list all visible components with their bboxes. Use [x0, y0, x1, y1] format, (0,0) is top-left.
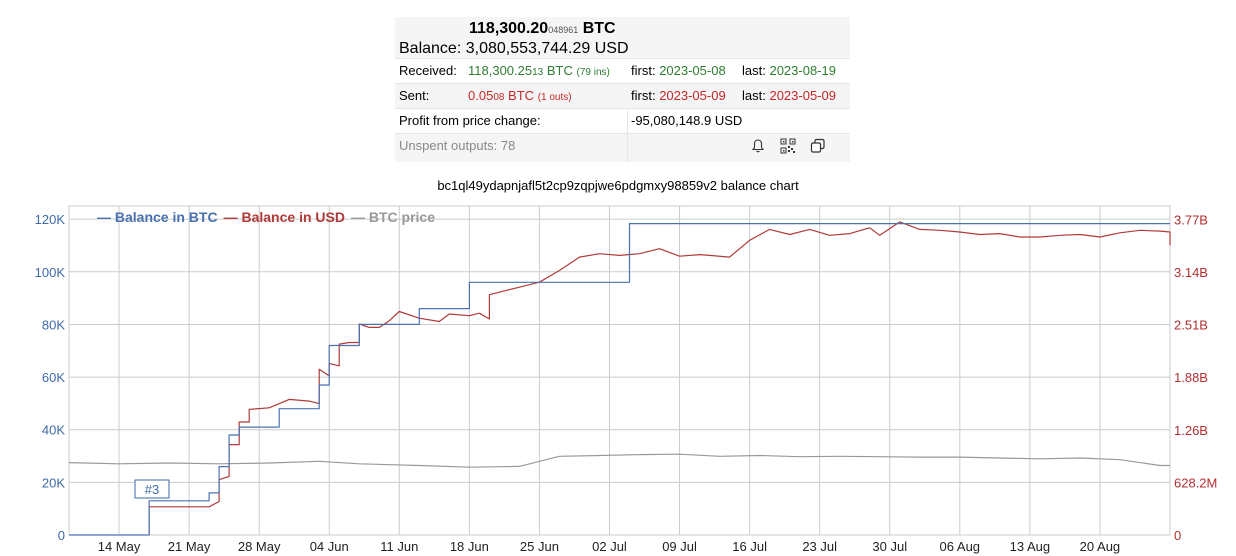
- balance-label: Balance:: [399, 40, 462, 57]
- x-tick-label: 28 May: [238, 539, 281, 554]
- x-tick-label: 25 Jun: [520, 539, 559, 554]
- received-amount: 118,300.25: [468, 63, 533, 78]
- x-tick-label: 18 Jun: [450, 539, 489, 554]
- x-tick-label: 20 Aug: [1080, 539, 1121, 554]
- x-tick-label: 02 Jul: [592, 539, 627, 554]
- qr-code-icon[interactable]: [780, 138, 796, 154]
- x-tick-label: 06 Aug: [940, 539, 981, 554]
- address-tools: [750, 138, 826, 154]
- x-tick-label: 11 Jun: [380, 539, 418, 554]
- x-tick-label: 04 Jun: [310, 539, 349, 554]
- received-label: Received:: [399, 63, 457, 78]
- received-last-date: 2023-08-19: [769, 63, 836, 78]
- x-tick-label: 09 Jul: [662, 539, 697, 554]
- x-tick-label: 30 Jul: [872, 539, 907, 554]
- y-left-tick-label: 60K: [42, 370, 65, 385]
- sent-last-label: last:: [742, 88, 766, 103]
- y-right-tick-label: 3.77B: [1174, 212, 1208, 227]
- series-line-balance-in-usd: [148, 221, 1171, 535]
- sent-amount: 0.05: [468, 88, 494, 103]
- x-tick-label: 13 Aug: [1010, 539, 1051, 554]
- profit-value: -95,080,148.9 USD: [631, 113, 743, 128]
- marker-label: #3: [145, 482, 159, 497]
- y-right-tick-label: 3.14B: [1174, 265, 1208, 280]
- y-right-tick-label: 1.26B: [1174, 423, 1208, 438]
- balance-usd: 3,080,553,744.29 USD: [465, 40, 629, 57]
- legend-entry: — BTC price: [351, 209, 435, 225]
- sent-first-date: 2023-05-09: [659, 88, 726, 103]
- sent-last-date: 2023-05-09: [769, 88, 836, 103]
- legend-entry: — Balance in USD: [224, 209, 345, 225]
- address-summary: 118,300.20048961 BTC Balance: 3,080,553,…: [395, 17, 850, 162]
- sent-row: Sent: 0.0508 BTC (1 outs) first: 2023-05…: [395, 83, 850, 108]
- bell-icon[interactable]: [750, 138, 766, 154]
- balance-header: 118,300.20048961 BTC Balance: 3,080,553,…: [395, 17, 850, 58]
- sent-first-label: first:: [631, 88, 656, 103]
- legend-entry: — Balance in BTC: [97, 209, 218, 225]
- x-tick-label: 14 May: [98, 539, 141, 554]
- received-first-label: first:: [631, 63, 656, 78]
- received-ins-count: (79 ins): [576, 67, 610, 78]
- sent-unit: BTC: [504, 88, 535, 103]
- x-tick-label: 23 Jul: [802, 539, 837, 554]
- y-right-tick-label: 628.2M: [1174, 475, 1217, 490]
- received-small-digits: 13: [532, 67, 544, 78]
- received-last-label: last:: [742, 63, 766, 78]
- y-left-tick-label: 0: [58, 528, 65, 543]
- y-right-tick-label: 0: [1174, 528, 1181, 543]
- x-tick-label: 21 May: [168, 539, 211, 554]
- profit-row: Profit from price change: -95,080,148.9 …: [395, 108, 850, 133]
- y-left-tick-label: 40K: [42, 423, 65, 438]
- profit-label: Profit from price change:: [399, 113, 541, 128]
- sent-label: Sent:: [399, 88, 430, 103]
- y-left-tick-label: 20K: [42, 475, 65, 490]
- series-line-balance-in-btc: [69, 223, 1170, 536]
- y-left-tick-label: 120K: [35, 212, 66, 227]
- y-left-tick-label: 80K: [42, 317, 65, 332]
- x-tick-label: 16 Jul: [732, 539, 767, 554]
- y-right-tick-label: 2.51B: [1174, 318, 1208, 333]
- unspent-outputs: Unspent outputs: 78: [399, 138, 516, 153]
- y-left-tick-label: 100K: [35, 265, 66, 280]
- unspent-row: Unspent outputs: 78: [395, 133, 850, 162]
- balance-btc-unit: BTC: [578, 20, 616, 37]
- received-first-date: 2023-05-08: [659, 63, 726, 78]
- marker-box: [134, 479, 170, 499]
- sent-small-digits: 08: [493, 92, 505, 103]
- balance-chart: 14 May 21 May 28 May 04 Jun 11 Jun 18 Jun 25 J…: [35, 205, 1217, 554]
- series-line-btc-price: [68, 453, 1170, 468]
- received-row: Received: 118,300.2513 BTC (79 ins) firs…: [395, 58, 850, 83]
- y-right-tick-label: 1.88B: [1174, 370, 1208, 385]
- copy-icon[interactable]: [810, 138, 826, 154]
- chart-title: bc1ql49ydapnjafl5t2cp9zqpjwe6pdgmxy98859…: [437, 178, 799, 193]
- balance-btc-small-digits: 048961: [548, 25, 579, 35]
- sent-outs-count: (1 outs): [537, 92, 572, 103]
- received-unit: BTC: [543, 63, 573, 78]
- balance-btc: 118,300.20: [469, 20, 549, 37]
